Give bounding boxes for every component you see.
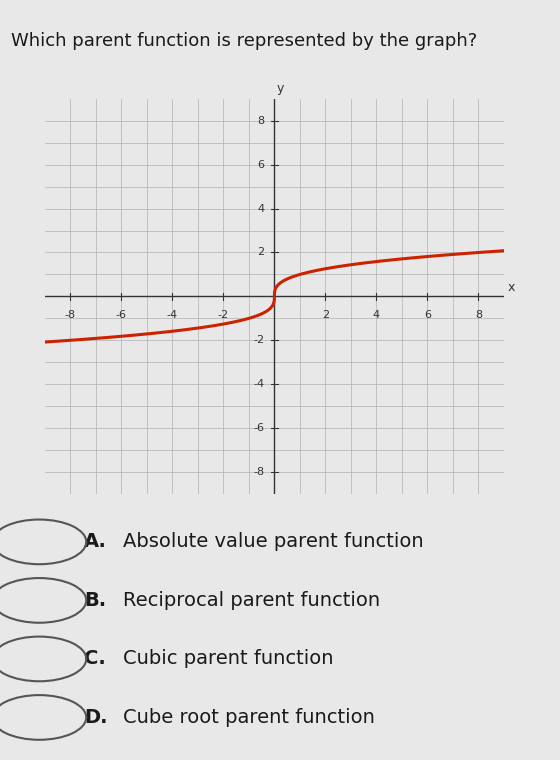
Text: -8: -8 — [253, 467, 264, 477]
Text: B.: B. — [84, 591, 106, 610]
Text: -2: -2 — [218, 309, 229, 319]
Text: 2: 2 — [257, 248, 264, 258]
Text: Absolute value parent function: Absolute value parent function — [123, 532, 424, 552]
Text: 2: 2 — [322, 309, 329, 319]
Text: 6: 6 — [424, 309, 431, 319]
Text: -8: -8 — [65, 309, 76, 319]
Text: 4: 4 — [373, 309, 380, 319]
Text: y: y — [277, 82, 284, 95]
Text: x: x — [508, 281, 515, 294]
Text: -4: -4 — [253, 379, 264, 389]
Text: 6: 6 — [257, 160, 264, 169]
Text: Reciprocal parent function: Reciprocal parent function — [123, 591, 380, 610]
Text: 8: 8 — [475, 309, 482, 319]
Text: 8: 8 — [257, 116, 264, 125]
Text: Cube root parent function: Cube root parent function — [123, 708, 375, 727]
Text: Cubic parent function: Cubic parent function — [123, 649, 334, 669]
Text: -6: -6 — [116, 309, 127, 319]
Text: 4: 4 — [257, 204, 264, 214]
Text: -2: -2 — [253, 335, 264, 345]
Text: D.: D. — [84, 708, 108, 727]
Text: Which parent function is represented by the graph?: Which parent function is represented by … — [11, 32, 478, 50]
Text: A.: A. — [84, 532, 107, 552]
Text: C.: C. — [84, 649, 106, 669]
Text: -4: -4 — [167, 309, 178, 319]
Text: -6: -6 — [253, 423, 264, 433]
